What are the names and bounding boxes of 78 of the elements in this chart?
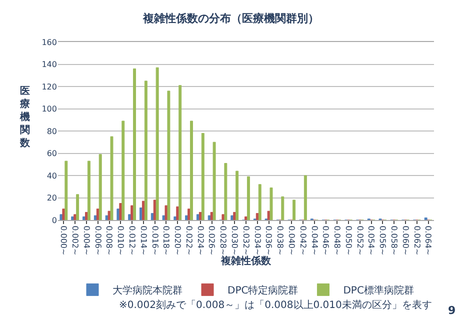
y-axis-title: 医療機関数: [19, 85, 31, 149]
bar: [167, 90, 170, 220]
x-tick-label: 0.062~: [412, 226, 422, 256]
x-tick-label: 0.046~: [321, 226, 330, 256]
x-tick-label: 0.034~: [252, 226, 262, 256]
x-tick-label: 0.038~: [276, 226, 285, 256]
chart-title: 複雑性係数の分布（医療機関群別）: [142, 12, 319, 26]
bar: [144, 80, 148, 220]
legend-label: 大学病院本院群: [112, 284, 182, 297]
text: 9: [448, 304, 456, 317]
text: ※0.002刻みで「0.008～」は「0.008以上0.010未満の区分」を表す: [119, 299, 432, 311]
x-tick-label: 0.006~: [93, 226, 102, 256]
bar: [110, 136, 114, 220]
bar: [292, 200, 296, 220]
bar: [133, 68, 136, 220]
y-tick-label: 0: [52, 216, 57, 225]
y-tick-label: 60: [46, 149, 57, 158]
bar: [304, 175, 307, 220]
x-tick-label: 0.002~: [70, 226, 80, 256]
x-tick-label: 0.030~: [230, 226, 240, 256]
y-tick-label: 80: [46, 126, 57, 136]
bar: [208, 215, 211, 220]
x-tick-label: 0.048~: [332, 226, 342, 256]
bar: [281, 196, 284, 220]
x-tick-label: 0.020~: [173, 226, 182, 256]
bar: [190, 120, 193, 220]
bar: [76, 194, 80, 220]
x-tick-label: 0.000~: [59, 226, 68, 256]
x-tick-label: 0.064~: [424, 226, 433, 256]
bar: [201, 132, 204, 220]
x-tick-label: 0.008~: [104, 226, 114, 256]
x-tick-label: 0.050~: [344, 226, 353, 256]
x-tick-label: 0.052~: [355, 226, 364, 256]
x-tick-label: 0.036~: [264, 226, 274, 256]
bar: [185, 215, 188, 220]
x-tick-label: 0.044~: [310, 226, 319, 256]
legend-label: DPC標準病院群: [343, 284, 414, 297]
x-tick-label: 0.054~: [366, 226, 376, 256]
x-tick-label: 0.014~: [138, 226, 148, 256]
x-tick-label: 0.016~: [150, 226, 160, 256]
x-axis-title: 複雑性係数: [220, 255, 272, 268]
legend-label: DPC特定病院群: [228, 284, 298, 297]
bar: [246, 176, 250, 220]
bar: [236, 170, 239, 220]
bar: [94, 215, 97, 220]
x-tick-label: 0.058~: [390, 226, 399, 256]
x-tick-label: 0.010~: [116, 226, 126, 256]
bar: [87, 160, 90, 220]
y-tick-label: 40: [46, 171, 57, 180]
y-tick-label: 140: [42, 60, 57, 70]
x-tick-label: 0.004~: [82, 226, 91, 256]
bar: [178, 85, 182, 220]
bar: [105, 215, 108, 220]
x-tick-label: 0.040~: [286, 226, 296, 256]
bar: [230, 215, 234, 220]
x-tick-label: 0.018~: [162, 226, 171, 256]
x-tick-label: 0.012~: [127, 226, 136, 256]
y-tick-label: 20: [46, 194, 57, 203]
y-tick-label: 120: [42, 82, 57, 92]
x-tick-label: 0.060~: [400, 226, 410, 256]
x-tick-label: 0.056~: [378, 226, 388, 256]
bar: [98, 154, 102, 220]
bar: [212, 142, 216, 220]
bar: [122, 120, 125, 220]
x-tick-label: 0.024~: [196, 226, 205, 256]
y-tick-label: 160: [42, 38, 57, 47]
bar: [64, 160, 68, 220]
x-tick-label: 0.032~: [241, 226, 250, 256]
y-tick-label: 100: [42, 104, 57, 114]
bar: [258, 184, 262, 220]
x-tick-label: 0.028~: [218, 226, 228, 256]
bar: [162, 215, 166, 220]
x-tick-label: 0.022~: [184, 226, 194, 256]
x-tick-label: 0.026~: [207, 226, 216, 256]
bar: [156, 67, 159, 220]
bar: [270, 187, 273, 220]
x-tick-label: 0.042~: [298, 226, 308, 256]
bar: [224, 163, 228, 220]
